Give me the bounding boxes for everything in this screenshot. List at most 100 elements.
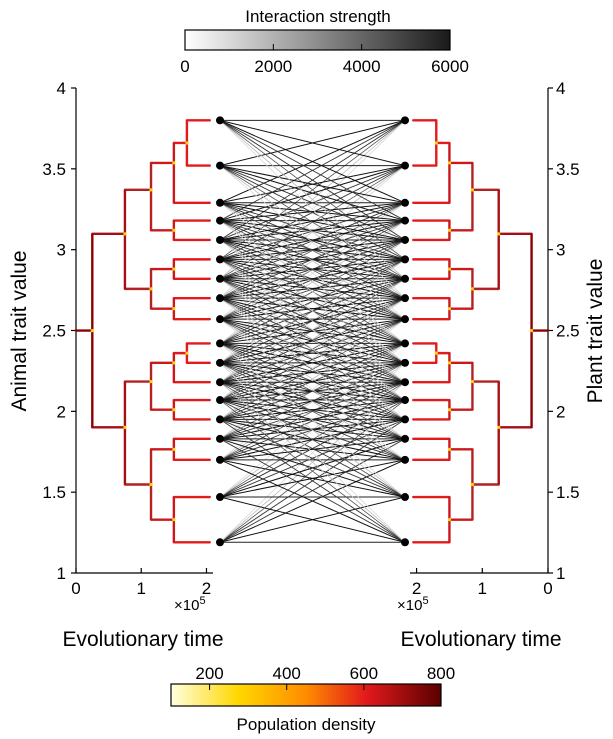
right-time-tick-label: 0 [543, 579, 552, 598]
interaction-link [219, 278, 406, 299]
interaction-link [219, 362, 406, 461]
interaction-link [219, 202, 406, 299]
interaction-link [219, 343, 406, 401]
interaction-link [219, 258, 406, 299]
interaction-link [219, 165, 406, 241]
animal-species-node [216, 339, 224, 348]
interaction-link [219, 438, 406, 461]
plant-species-node [401, 434, 409, 443]
animal-split-highlight [149, 188, 153, 192]
right-time-axis-label: Evolutionary time [400, 628, 561, 651]
interaction-link [219, 343, 406, 461]
animal-split-highlight [185, 141, 189, 145]
animal-split-highlight [185, 351, 189, 355]
interaction-link [219, 220, 406, 344]
interaction-link [219, 459, 406, 543]
plant-species-node [401, 294, 409, 303]
interaction-link [219, 297, 406, 320]
plant-species-node [401, 493, 409, 502]
plant-species-node [401, 274, 409, 283]
animal-species-node [216, 255, 224, 264]
plant-phylogeny [412, 119, 550, 544]
interaction-link [219, 220, 406, 320]
density-colorbar-tick-label: 600 [350, 664, 378, 683]
interaction-link [219, 202, 406, 222]
interaction-link [219, 119, 406, 241]
interaction-link [219, 202, 406, 260]
animal-split-highlight [172, 361, 176, 365]
animal-species-node [216, 396, 224, 405]
interaction-colorbar-tick-label: 0 [180, 57, 189, 76]
interaction-link [219, 419, 406, 498]
animal-species-node [216, 198, 224, 207]
animal-split-highlight [172, 408, 176, 412]
right-axis-tick-label: 4 [556, 79, 565, 98]
interaction-colorbar-tick-label: 6000 [431, 57, 469, 76]
interaction-link [219, 258, 406, 320]
plant-split-highlight [470, 379, 475, 384]
interaction-link [219, 399, 406, 498]
interaction-link [219, 220, 406, 364]
plant-split-highlight [434, 351, 438, 355]
interaction-link [219, 342, 406, 364]
right-axis-tick-label: 3 [556, 241, 565, 260]
interaction-link [219, 120, 406, 280]
right-axis-ticks: 1 1.5 2 2.5 3 3.5 4 [548, 79, 580, 583]
right-axis-tick-label: 1 [556, 564, 565, 583]
animal-split-highlight [172, 518, 176, 522]
animal-species-node [216, 378, 224, 387]
left-time-tick-label: 0 [71, 579, 80, 598]
animal-species-node [216, 315, 224, 324]
interaction-link [219, 202, 406, 280]
plant-split-highlight [447, 228, 452, 232]
plant-species-node [401, 315, 409, 324]
density-colorbar-tick-label: 800 [427, 664, 455, 683]
animal-species-node [216, 358, 224, 367]
animal-species-node [216, 116, 224, 125]
right-axis-tick-label: 2.5 [556, 322, 580, 341]
animal-species-node [216, 216, 224, 225]
interaction-link [219, 399, 406, 420]
plant-split-highlight [447, 408, 452, 412]
interaction-link [219, 239, 406, 364]
interaction-link [219, 362, 406, 383]
interaction-link [219, 278, 406, 401]
interaction-link [219, 318, 406, 420]
animal-species-node [216, 493, 224, 502]
right-axis-tick-label: 2 [556, 402, 565, 421]
interaction-link [219, 418, 406, 440]
plant-species-node [401, 161, 409, 170]
interaction-link [219, 120, 406, 299]
left-time-multiplier: ×105 [174, 595, 206, 614]
plant-split-highlight [447, 361, 452, 365]
right-time-tick-label: 1 [478, 579, 487, 598]
plant-species-node [401, 538, 409, 547]
interaction-link [219, 459, 406, 498]
interaction-link [219, 297, 406, 420]
plant-species-node [401, 235, 409, 244]
interaction-link [219, 381, 406, 543]
interaction-link [219, 318, 406, 440]
interaction-link [219, 438, 406, 543]
animal-species-node [216, 294, 224, 303]
animal-species-node [216, 538, 224, 547]
interaction-link [219, 278, 406, 420]
interaction-link [219, 239, 406, 383]
interaction-link [219, 165, 406, 222]
plant-split-highlight [447, 307, 452, 311]
interaction-link [219, 220, 406, 299]
left-axis-tick-label: 1.5 [42, 483, 66, 502]
left-axis-tick-label: 4 [57, 79, 66, 98]
interaction-link [219, 120, 406, 260]
animal-split-highlight [149, 287, 153, 291]
interaction-link [219, 165, 406, 260]
right-axis-tick-label: 3.5 [556, 160, 580, 179]
interaction-link [219, 362, 406, 543]
interaction-link [219, 165, 406, 280]
density-colorbar-ticks: 200 400 600 800 [195, 664, 455, 690]
left-time-axis-ticks: 0 1 2 [71, 568, 211, 598]
plant-species-node [401, 455, 409, 464]
interaction-link [219, 496, 406, 543]
plant-split-highlight [529, 328, 534, 333]
